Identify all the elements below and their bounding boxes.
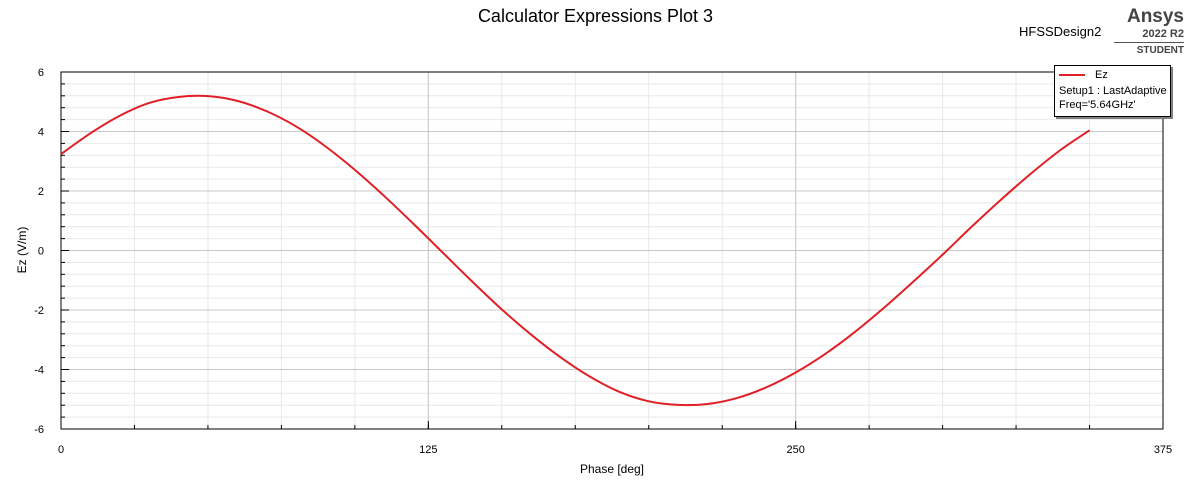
- y-tick-label: -4: [34, 365, 44, 377]
- legend-freq: Freq='5.64GHz': [1059, 99, 1136, 111]
- plot-title: Calculator Expressions Plot 3: [477, 6, 714, 26]
- x-tick-label: 375: [1154, 444, 1172, 456]
- axis-ticks: [60, 71, 1164, 430]
- design-name: HFSSDesign2: [1019, 24, 1102, 39]
- y-tick-label: -2: [34, 305, 44, 317]
- y-tick-label: -6: [34, 424, 44, 436]
- grid-major: [60, 71, 1164, 430]
- y-tick-labels: -6 -4 -2 0 2 4 6: [34, 67, 44, 436]
- y-tick-label: 4: [38, 127, 44, 139]
- legend-setup: Setup1 : LastAdaptive: [1059, 85, 1167, 97]
- series-line-ez[interactable]: [60, 94, 1091, 407]
- y-tick-label: 2: [38, 186, 44, 198]
- legend-swatch: [1059, 74, 1085, 76]
- legend[interactable]: Ez Setup1 : LastAdaptive Freq='5.64GHz': [1054, 65, 1171, 117]
- legend-series-name: Ez: [1095, 69, 1108, 81]
- y-tick-label: 6: [38, 67, 44, 79]
- x-tick-label: 250: [786, 444, 804, 456]
- legend-entry-ez[interactable]: Ez: [1055, 66, 1170, 84]
- brand-logo: Ansys 2022 R2 STUDENT: [1100, 6, 1184, 57]
- x-tick-label: 125: [419, 444, 437, 456]
- x-tick-labels: 0 125 250 375: [58, 444, 1172, 456]
- y-axis-title: Ez (V/m): [15, 227, 29, 274]
- brand-version: 2022 R2: [1142, 28, 1184, 40]
- y-tick-label: 0: [38, 246, 44, 258]
- brand-divider: [1114, 42, 1184, 43]
- x-axis-title: Phase [deg]: [580, 462, 644, 476]
- brand-edition: STUDENT: [1136, 45, 1184, 56]
- x-tick-label: 0: [58, 444, 64, 456]
- brand-name: Ansys: [1126, 6, 1184, 27]
